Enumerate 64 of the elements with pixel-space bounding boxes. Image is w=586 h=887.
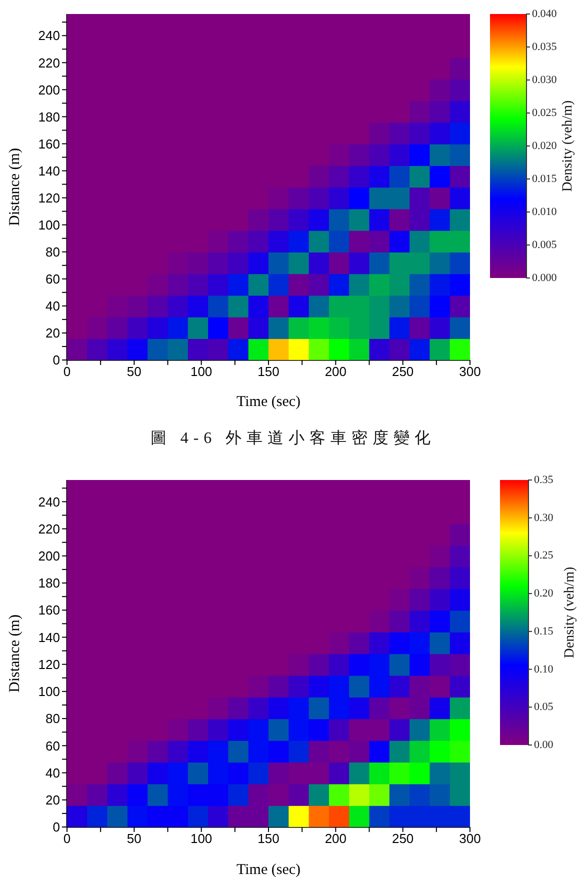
color-bar-label: 0.020 [532, 140, 558, 152]
x-tick-label: 100 [190, 831, 212, 846]
x-tick-label: 50 [126, 831, 142, 846]
y-tick-label: 20 [46, 326, 60, 341]
color-bar-label: 0.15 [534, 625, 554, 638]
caption: 圖 4-6 外車道小客車密度變化 [150, 430, 436, 447]
y-tick-label: 160 [38, 136, 60, 152]
y-tick-label: 0 [52, 352, 60, 368]
color-bar-label: 0.005 [532, 239, 558, 251]
x-tick-label: 200 [324, 364, 347, 380]
y-tick-label: 200 [38, 548, 60, 564]
x-tick-label: 0 [63, 364, 71, 380]
y-tick-label: 140 [38, 630, 60, 645]
x-tick-label: 250 [392, 364, 414, 380]
x-tick-label: 300 [459, 364, 481, 380]
color-bar-label: 0.040 [532, 8, 558, 20]
color-bar-label: 0.10 [534, 663, 554, 676]
x-tick-label: 100 [190, 364, 212, 380]
x-tick-label: 0 [63, 831, 71, 846]
x-tick-label: 50 [126, 364, 142, 380]
x-tick-label: 300 [459, 831, 481, 846]
color-bar-label: 0.000 [532, 272, 558, 284]
color-bar-label: 0.05 [534, 701, 554, 714]
y-tick-label: 20 [46, 792, 60, 808]
color-bar-label: 0.030 [532, 74, 558, 86]
y-tick-label: 60 [46, 738, 60, 754]
y-tick-label: 200 [38, 82, 60, 98]
color-bar-label: 0.035 [532, 41, 558, 53]
color-bar-label: 0.00 [534, 739, 554, 751]
color-bar-label: 0.025 [532, 107, 558, 119]
y-tick-label: 240 [38, 28, 60, 44]
y-tick-label: 0 [52, 820, 60, 835]
y-tick-label: 80 [46, 244, 60, 260]
y-tick-label: 140 [38, 163, 60, 178]
color-bar-title: Density (veh/m) [562, 566, 578, 658]
y-tick-label: 160 [38, 602, 60, 618]
y-tick-label: 120 [38, 656, 60, 672]
y-tick-label: 100 [38, 217, 60, 232]
color-bar-label: 0.25 [534, 550, 554, 562]
x-tick-label: 150 [258, 831, 280, 846]
color-bar-label: 0.30 [534, 512, 554, 524]
x-tick-label: 200 [324, 831, 347, 846]
y-tick-label: 180 [38, 109, 60, 124]
color-bar-label: 0.35 [534, 474, 554, 486]
x-axis-title: Time (sec) [236, 862, 301, 878]
x-tick-label: 250 [392, 831, 414, 846]
y-tick-label: 40 [46, 765, 60, 780]
color-bar-label: 0.20 [534, 588, 554, 600]
color-bar-label: 0.010 [532, 206, 558, 218]
y-tick-label: 80 [46, 711, 60, 726]
y-axis-title: Distance (m) [7, 148, 23, 226]
y-tick-label: 180 [38, 576, 60, 591]
y-tick-label: 240 [38, 494, 60, 510]
y-tick-label: 40 [46, 298, 60, 314]
y-tick-label: 120 [38, 190, 60, 206]
x-axis-title: Time (sec) [236, 394, 301, 410]
y-tick-label: 60 [46, 272, 60, 287]
x-tick-label: 150 [258, 364, 280, 380]
y-tick-label: 100 [38, 684, 60, 700]
color-bar-label: 0.015 [532, 173, 558, 185]
y-tick-label: 220 [38, 55, 60, 70]
y-axis-title: Distance (m) [7, 614, 23, 692]
y-tick-label: 220 [38, 521, 60, 536]
color-bar-title: Density (veh/m) [560, 100, 576, 192]
